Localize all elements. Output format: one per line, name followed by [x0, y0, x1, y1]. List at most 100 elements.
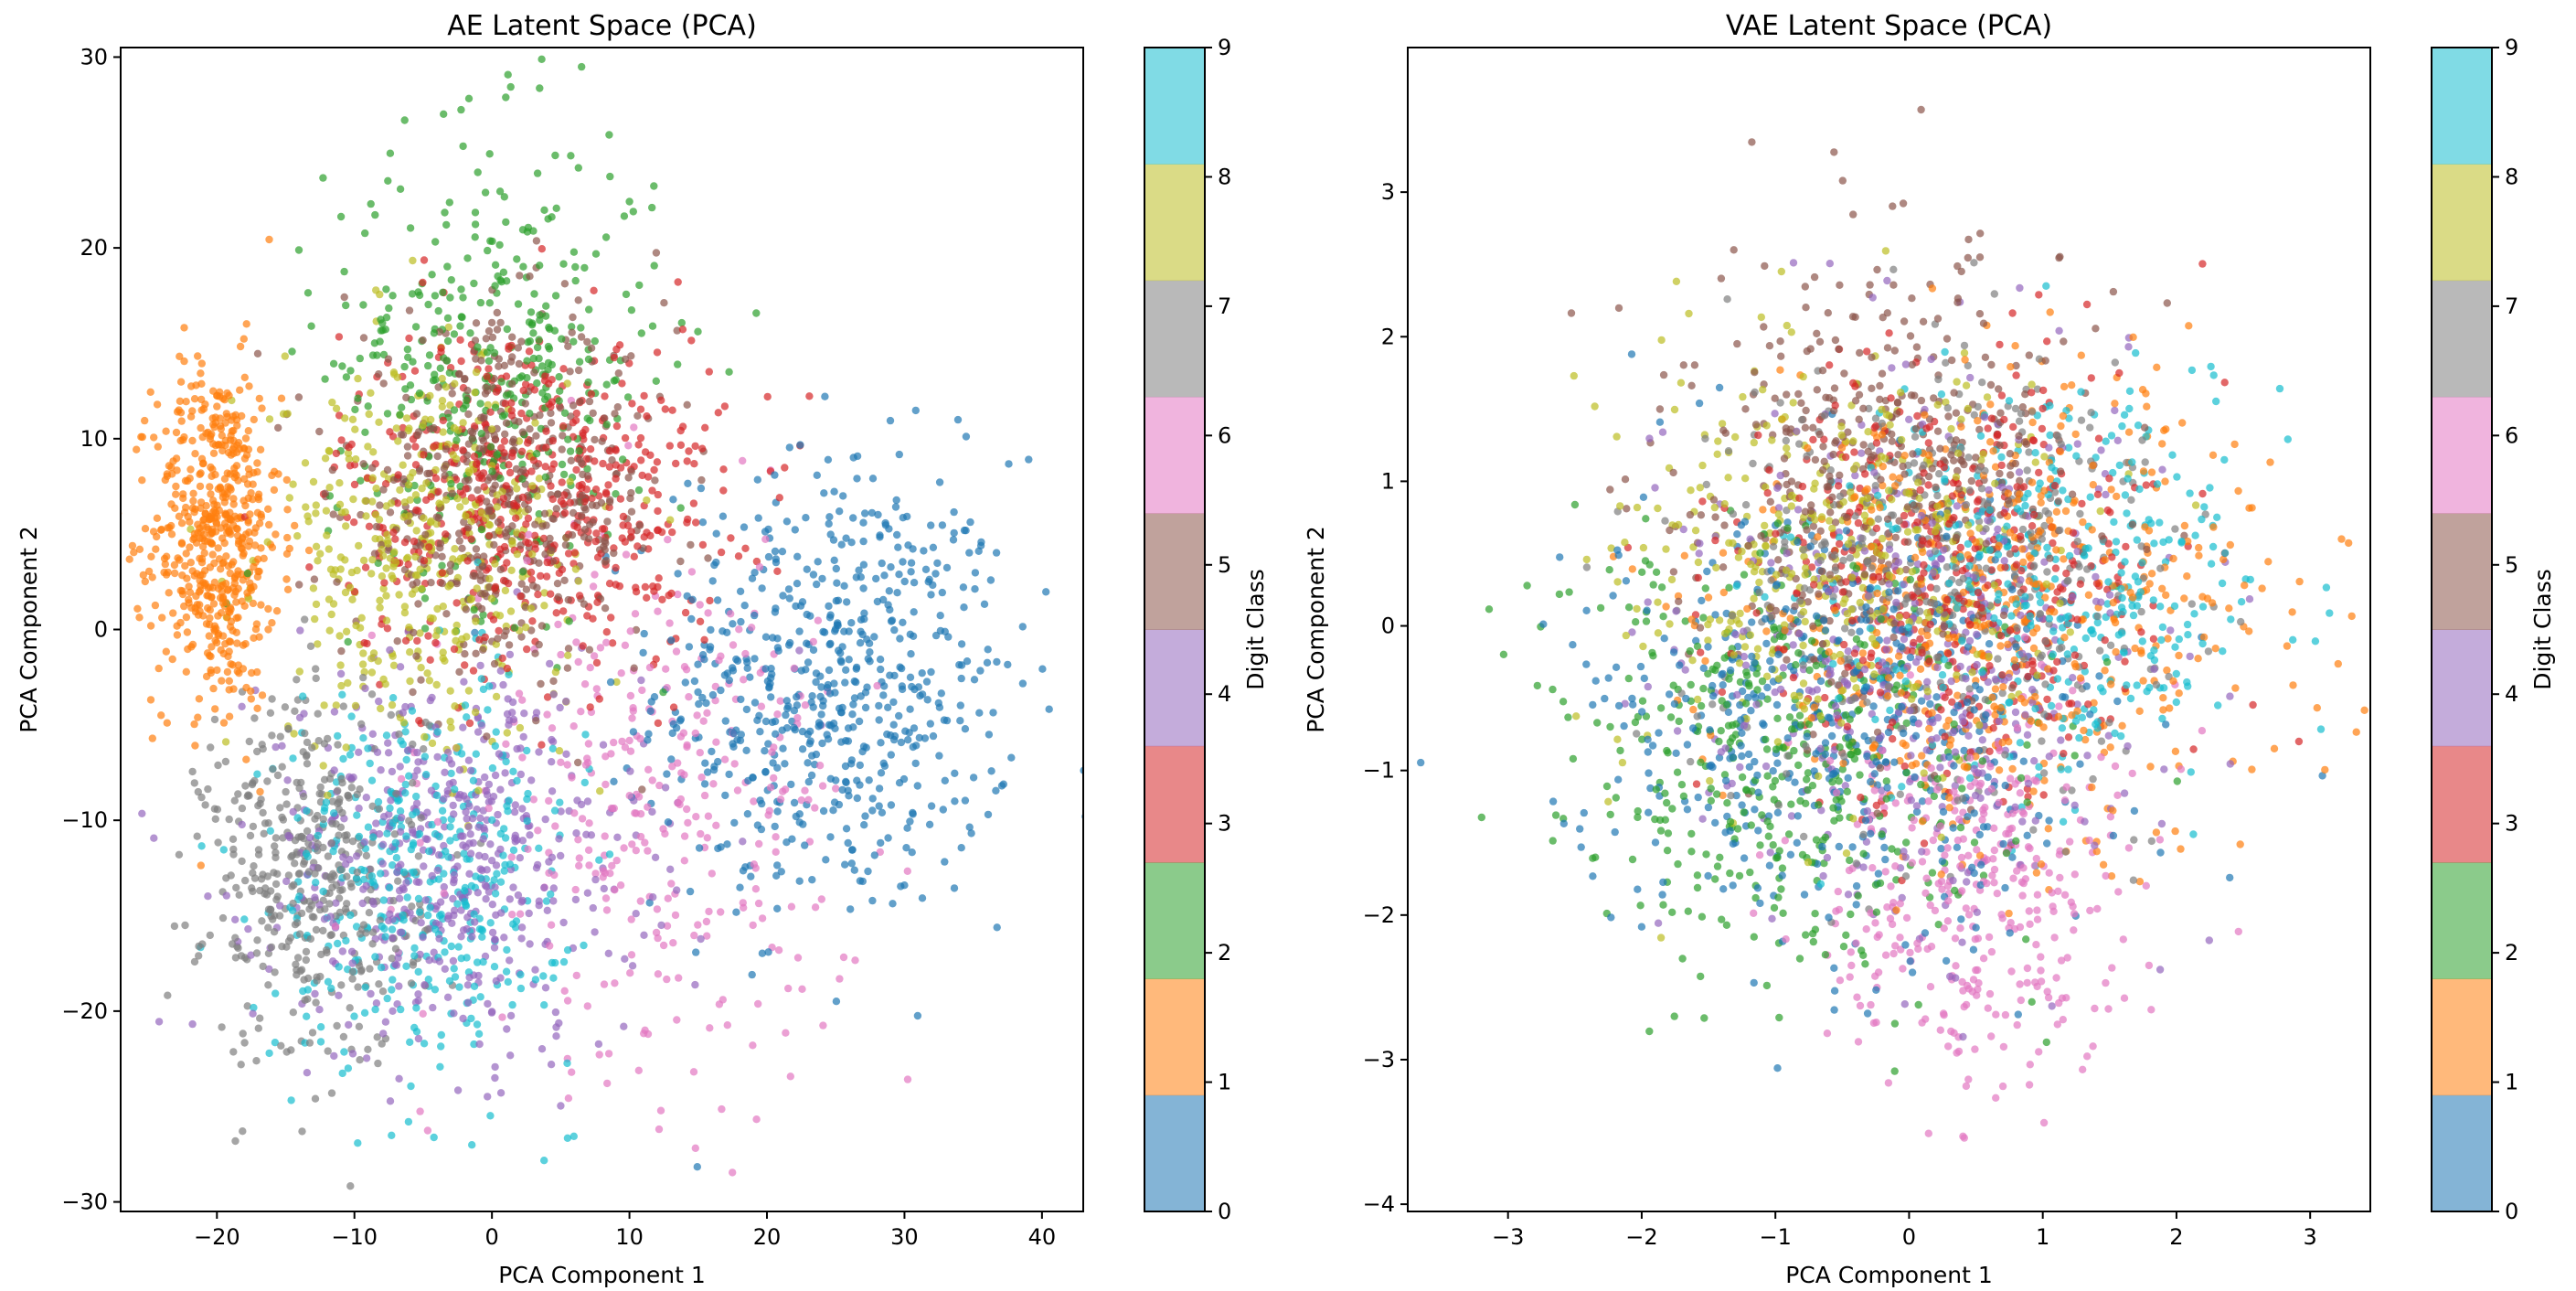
- scatter-point: [853, 475, 861, 483]
- scatter-point: [333, 1021, 341, 1030]
- scatter-point: [612, 475, 620, 483]
- scatter-point: [564, 549, 573, 558]
- scatter-point: [382, 564, 390, 572]
- scatter-point: [610, 777, 618, 785]
- scatter-point: [450, 330, 459, 338]
- scatter-point: [504, 977, 512, 987]
- scatter-point: [498, 487, 506, 496]
- scatter-point: [350, 1012, 358, 1020]
- scatter-point: [563, 945, 572, 955]
- scatter-point: [204, 592, 212, 600]
- scatter-point: [547, 590, 555, 598]
- scatter-point: [446, 687, 454, 695]
- scatter-point: [460, 517, 468, 527]
- scatter-point: [161, 560, 169, 569]
- scatter-point: [182, 398, 190, 406]
- scatter-point: [923, 696, 931, 704]
- scatter-point: [604, 481, 612, 489]
- scatter-point: [622, 290, 631, 299]
- scatter-point: [352, 455, 360, 464]
- scatter-point: [877, 838, 885, 848]
- scatter-point: [410, 481, 419, 490]
- scatter-point: [1953, 691, 1962, 699]
- scatter-point: [484, 326, 494, 336]
- scatter-point: [479, 685, 488, 694]
- scatter-point: [311, 870, 319, 878]
- scatter-point: [844, 737, 853, 745]
- scatter-point: [372, 999, 381, 1008]
- scatter-point: [736, 883, 744, 891]
- scatter-point: [314, 831, 322, 840]
- scatter-point: [410, 772, 419, 781]
- scatter-point: [491, 584, 499, 592]
- scatter-point: [438, 552, 446, 560]
- scatter-point: [556, 798, 564, 806]
- scatter-point: [376, 337, 384, 346]
- scatter-point: [496, 565, 505, 574]
- scatter-point: [440, 870, 448, 878]
- scatter-point: [562, 750, 570, 758]
- scatter-point: [761, 535, 770, 543]
- scatter-point: [993, 657, 1001, 667]
- colorbar-segment: [1144, 280, 1205, 398]
- scatter-point: [328, 957, 337, 966]
- scatter-point: [471, 336, 480, 345]
- scatter-point: [190, 957, 199, 966]
- scatter-point: [966, 517, 974, 527]
- scatter-point: [702, 917, 711, 926]
- scatter-point: [811, 903, 820, 912]
- colorbar-tick-label: 9: [1218, 35, 1231, 60]
- scatter-point: [506, 357, 516, 366]
- scatter-point: [180, 357, 188, 366]
- scatter-point: [295, 930, 304, 938]
- scatter-point: [255, 633, 263, 641]
- scatter-point: [446, 837, 454, 845]
- scatter-point: [326, 912, 335, 921]
- scatter-point: [896, 635, 904, 643]
- scatter-point: [591, 336, 599, 346]
- scatter-point: [489, 793, 498, 801]
- scatter-point: [500, 542, 509, 551]
- scatter-point: [980, 600, 989, 608]
- scatter-point: [527, 467, 536, 475]
- scatter-point: [393, 499, 402, 507]
- scatter-point: [551, 151, 559, 160]
- scatter-point: [730, 818, 739, 827]
- scatter-point: [333, 578, 341, 586]
- scatter-point: [517, 447, 527, 455]
- scatter-point: [252, 1057, 261, 1065]
- scatter-point: [824, 455, 833, 464]
- scatter-point: [790, 723, 798, 732]
- scatter-point: [387, 796, 395, 805]
- scatter-point: [451, 627, 459, 636]
- scatter-point: [524, 789, 532, 798]
- scatter-point: [330, 766, 338, 774]
- scatter-point: [434, 875, 443, 883]
- scatter-point: [574, 366, 583, 375]
- scatter-point: [446, 581, 454, 590]
- scatter-point: [548, 376, 556, 384]
- scatter-point: [291, 837, 300, 845]
- scatter-point: [914, 683, 923, 691]
- scatter-point: [773, 644, 782, 652]
- scatter-point: [244, 594, 253, 603]
- scatter-point: [551, 667, 560, 677]
- x-tick-label: 20: [753, 1224, 782, 1250]
- scatter-point: [845, 627, 853, 635]
- scatter-point: [441, 768, 449, 776]
- scatter-point: [507, 566, 516, 574]
- scatter-point: [499, 268, 508, 276]
- scatter-point: [377, 704, 385, 713]
- scatter-point: [536, 411, 544, 420]
- scatter-point: [767, 665, 775, 673]
- scatter-point: [415, 389, 424, 398]
- scatter-point: [621, 538, 629, 546]
- scatter-point: [751, 885, 761, 893]
- scatter-point: [325, 889, 334, 898]
- scatter-point: [661, 405, 669, 413]
- scatter-point: [708, 577, 717, 585]
- scatter-point: [327, 838, 336, 848]
- scatter-point: [408, 707, 417, 715]
- scatter-point: [861, 688, 870, 697]
- scatter-point: [392, 424, 400, 432]
